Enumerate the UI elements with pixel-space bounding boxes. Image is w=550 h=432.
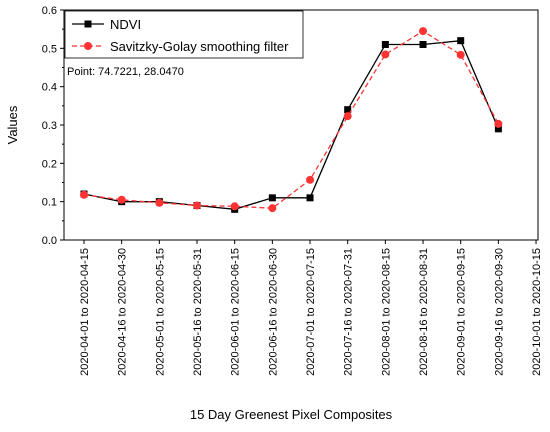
savgol-point	[343, 112, 352, 121]
legend-ndvi-marker	[84, 20, 92, 28]
y-axis: 0.0 0.1 0.2 0.3 0.4 0.5 0.6	[42, 5, 64, 247]
location-annotation: Point: 74.7221, 28.0470	[67, 66, 184, 78]
savgol-point	[230, 202, 239, 211]
ndvi-point	[419, 41, 427, 48]
savgol-point	[306, 175, 315, 184]
y-tick-label: 0.1	[42, 197, 57, 209]
legend-sg-label: Savitzky-Golay smoothing filter	[110, 39, 289, 54]
x-tick-label: 2020-09-16 to 2020-09-30	[493, 248, 505, 376]
legend-ndvi-label: NDVI	[110, 17, 141, 32]
savgol-point	[155, 198, 164, 207]
x-axis-title: 15 Day Greenest Pixel Composites	[190, 407, 393, 422]
savgol-point	[494, 119, 503, 128]
x-axis: 2020-04-01 to 2020-04-15 2020-04-16 to 20…	[79, 240, 543, 376]
savgol-point	[117, 195, 126, 204]
ndvi-point	[457, 37, 465, 45]
series-layer	[80, 27, 503, 213]
savgol-point	[456, 50, 465, 59]
y-tick-label: 0.2	[42, 158, 57, 170]
ndvi-point	[268, 194, 276, 202]
x-tick-label: 2020-07-16 to 2020-07-31	[343, 248, 355, 376]
x-tick-label: 2020-05-01 to 2020-05-15	[154, 248, 166, 376]
ndvi-point	[381, 41, 389, 48]
x-tick-label: 2020-04-16 to 2020-04-30	[117, 248, 129, 376]
ndvi-point	[306, 194, 314, 202]
y-axis-title: Values	[5, 105, 20, 144]
y-tick-label: 0.4	[42, 82, 57, 94]
x-tick-label: 2020-08-01 to 2020-08-15	[380, 248, 392, 376]
savgol-point	[419, 27, 428, 36]
ndvi-point	[494, 125, 502, 133]
savgol-point	[193, 201, 202, 210]
y-tick-label: 0.6	[42, 5, 57, 17]
savgol-point	[381, 50, 390, 59]
x-tick-label: 2020-05-16 to 2020-05-31	[192, 248, 204, 376]
y-tick-label: 0.3	[42, 120, 57, 132]
x-tick-label: 2020-10-01 to 2020-10-15	[531, 248, 543, 376]
savgol-point	[80, 190, 88, 199]
x-tick-label: 2020-06-16 to 2020-06-30	[267, 248, 279, 376]
savgol-point	[268, 204, 277, 213]
x-tick-label: 2020-04-01 to 2020-04-15	[79, 248, 91, 376]
ndvi-series-line	[83, 40, 499, 210]
x-tick-label: 2020-07-01 to 2020-07-15	[305, 248, 317, 376]
x-tick-label: 2020-08-16 to 2020-08-31	[418, 248, 430, 376]
x-tick-label: 2020-09-01 to 2020-09-15	[456, 248, 468, 376]
legend-sg-marker	[84, 42, 92, 50]
ndvi-point	[344, 106, 352, 114]
savgol-series-line	[83, 30, 499, 209]
y-tick-label: 0.5	[42, 43, 57, 55]
y-tick-label: 0.0	[42, 235, 57, 247]
legend-box	[64, 10, 304, 59]
x-tick-label: 2020-06-01 to 2020-06-15	[230, 248, 242, 376]
legend: NDVI Savitzky-Golay smoothing filter	[64, 10, 304, 59]
